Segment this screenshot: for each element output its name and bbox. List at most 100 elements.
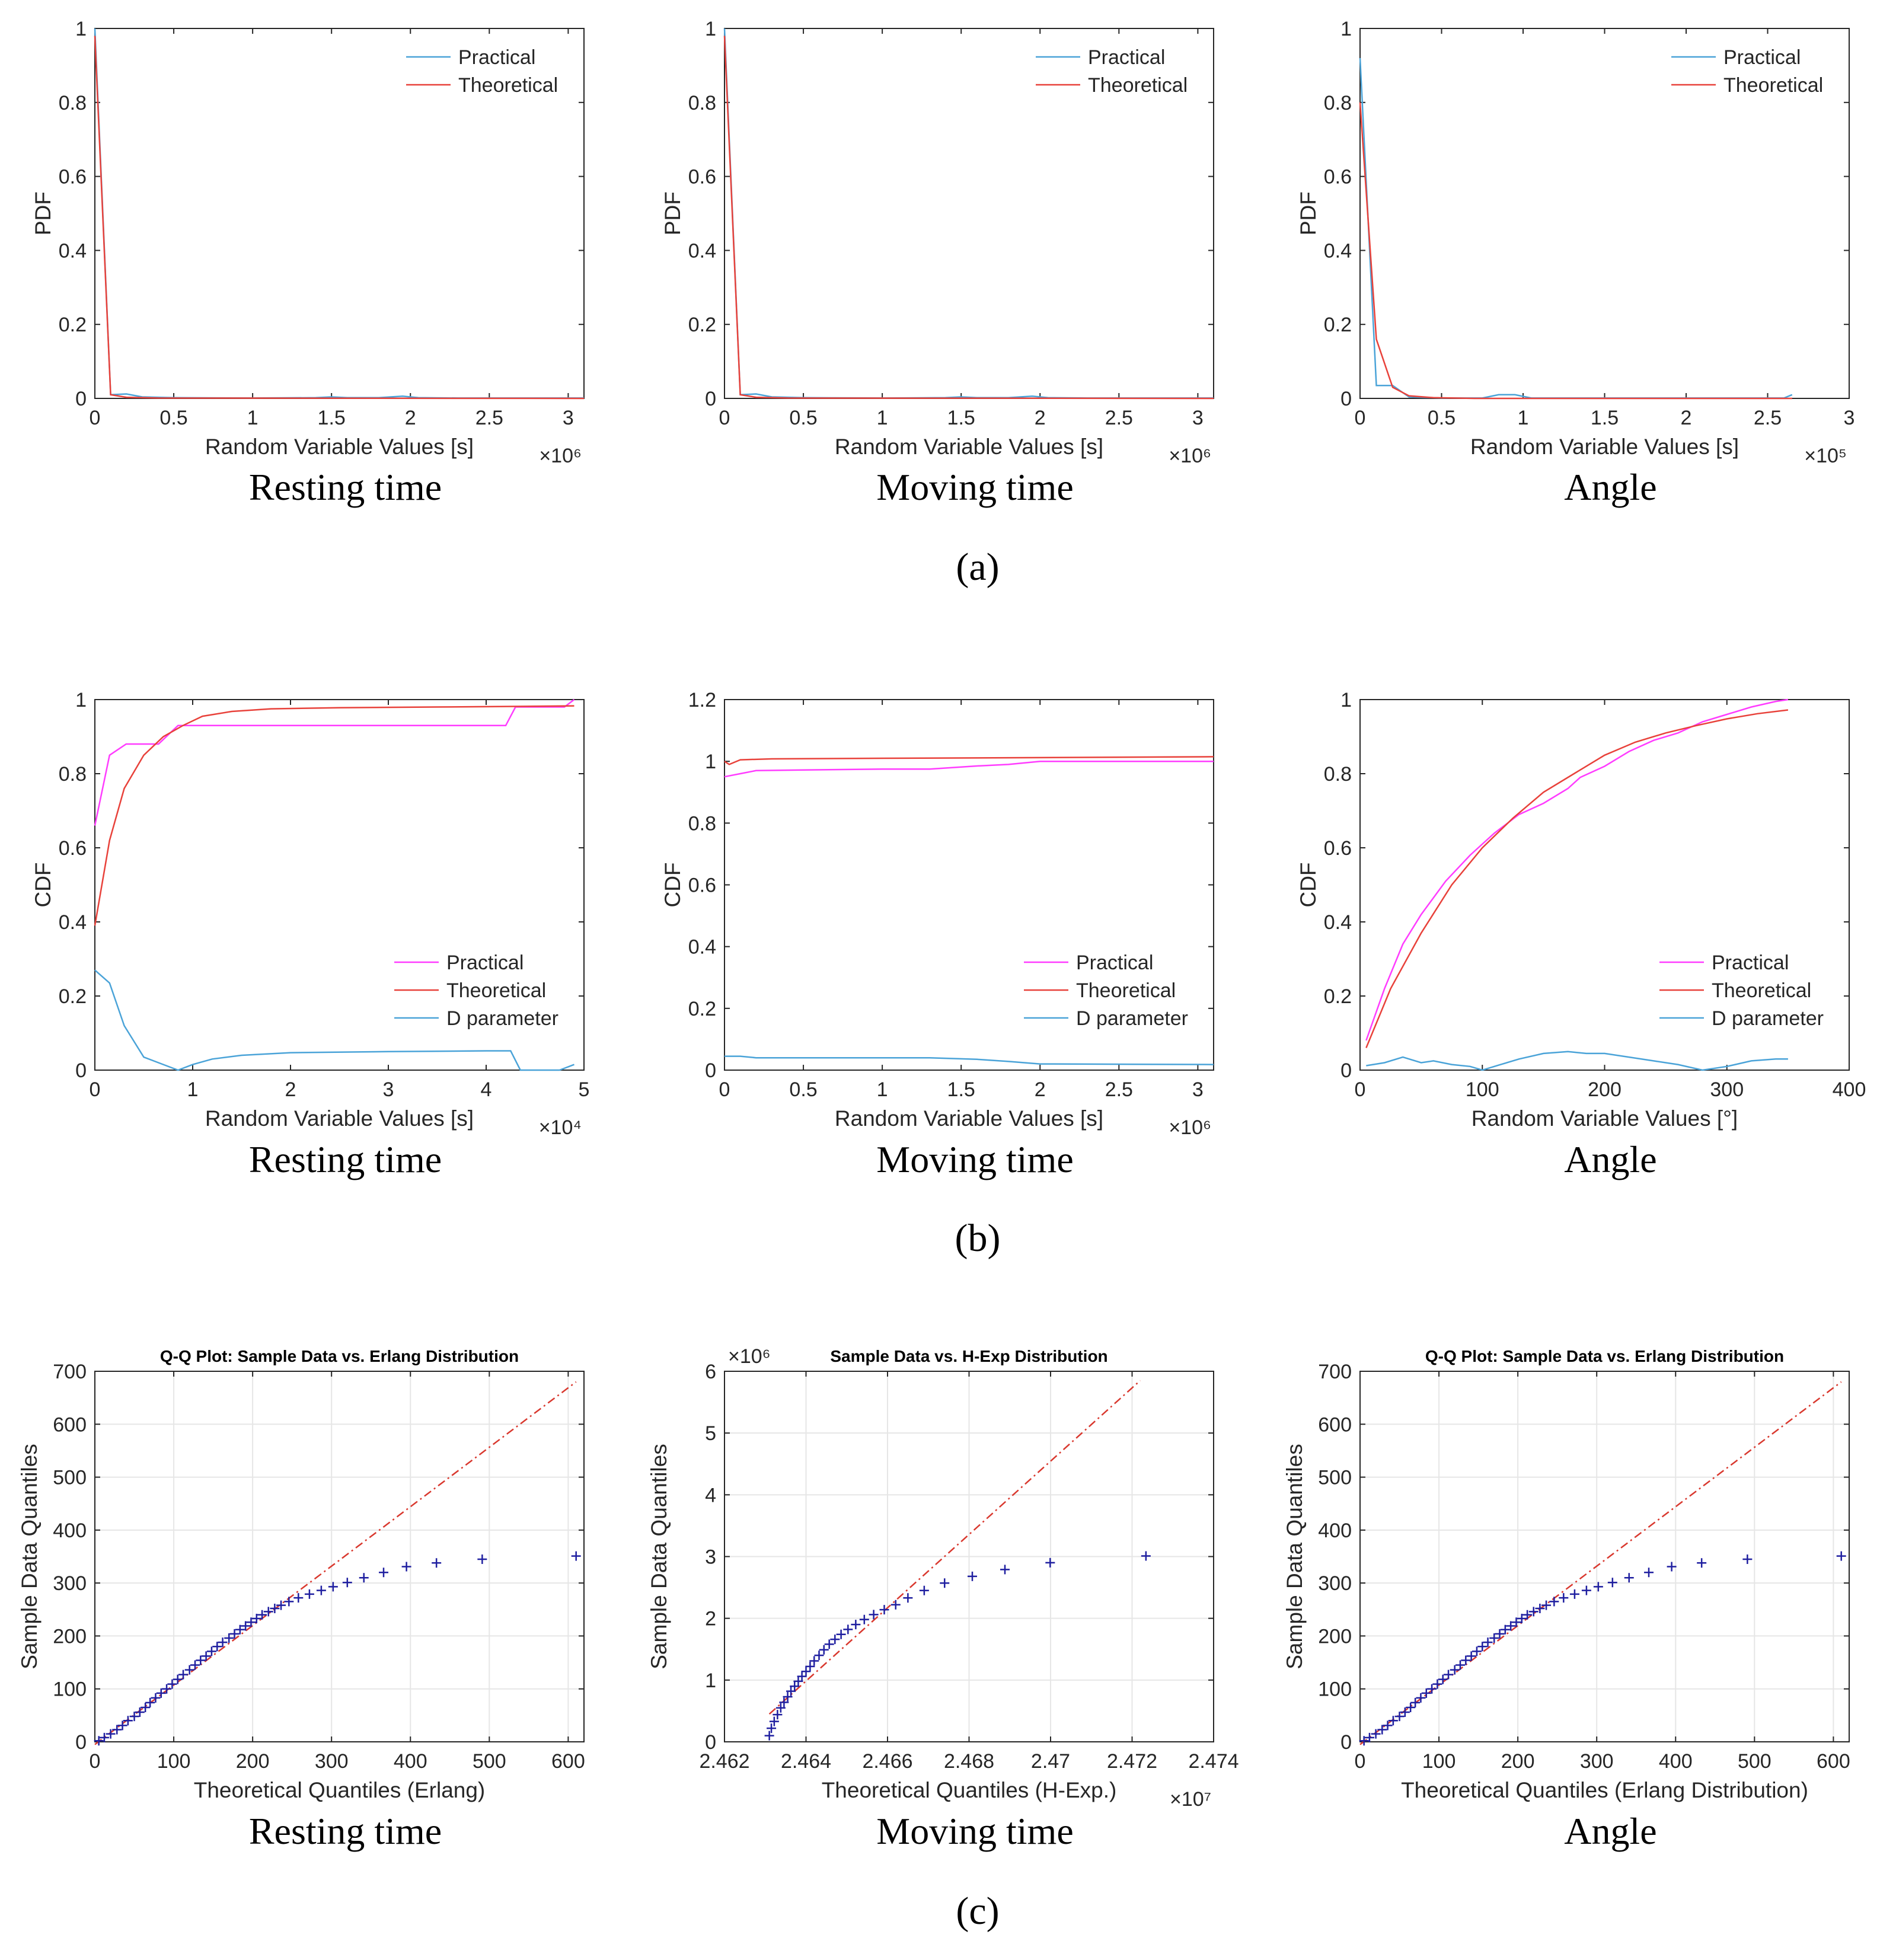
- qq-point: [1477, 1642, 1488, 1652]
- x-tick-label: 2.466: [862, 1750, 912, 1773]
- x-tick-label: 2.474: [1188, 1750, 1239, 1773]
- qq-point: [797, 1671, 807, 1681]
- x-tick-label: 5: [579, 1078, 590, 1101]
- x-tick-label: 2.5: [1105, 1078, 1133, 1101]
- y-exponent-label: ×10⁶: [728, 1345, 771, 1368]
- x-tick-label: 3: [563, 407, 574, 429]
- y-axis-label: PDF: [1296, 191, 1320, 235]
- y-tick-label: 1: [705, 1669, 716, 1692]
- qq-point: [229, 1629, 240, 1639]
- qq-point: [235, 1624, 245, 1635]
- x-tick-label: 3: [383, 1078, 394, 1101]
- series-line-d-parameter: [94, 969, 574, 1071]
- y-axis-label: Sample Data Quantiles: [1282, 1444, 1307, 1669]
- qq-point: [246, 1617, 256, 1627]
- qq-point: [775, 1703, 786, 1713]
- qq-point: [1383, 1720, 1393, 1731]
- legend-label: Theoretical: [1076, 979, 1176, 1002]
- qq-point: [1742, 1554, 1753, 1564]
- y-tick-label: 0.8: [59, 763, 87, 786]
- y-axis-label: PDF: [31, 191, 55, 235]
- y-tick-label: 500: [1318, 1467, 1352, 1489]
- qq-point: [773, 1710, 783, 1720]
- qq-point: [316, 1585, 326, 1595]
- x-axis-label: Random Variable Values [°]: [1472, 1106, 1738, 1131]
- panel-caption: Moving time: [876, 1810, 1073, 1852]
- qq-point: [1836, 1551, 1846, 1561]
- legend-label: Theoretical: [1712, 979, 1811, 1002]
- y-tick-label: 600: [1318, 1413, 1352, 1436]
- series-line-theoretical: [724, 756, 1214, 765]
- y-tick-label: 0.2: [688, 314, 716, 336]
- qq-point: [1141, 1551, 1151, 1561]
- qq-point: [190, 1660, 200, 1670]
- y-tick-label: 0: [75, 1731, 87, 1754]
- chart-pdf-moving: 0 0.5 1 1.5 2 2.5 3 0 0.2 0.4 0.6 0.8 1 Random Variab…: [660, 18, 1214, 508]
- qq-point: [890, 1600, 901, 1610]
- x-tick-label: 2: [1681, 407, 1692, 429]
- x-tick-label: 0.5: [789, 1078, 817, 1101]
- legend-label: Theoretical: [1723, 74, 1823, 97]
- qq-point: [1444, 1669, 1454, 1680]
- x-tick-label: 500: [1738, 1750, 1772, 1773]
- series-line-practical: [724, 760, 1214, 778]
- qq-point: [162, 1684, 172, 1694]
- qq-point: [1607, 1578, 1617, 1588]
- qq-point: [1427, 1684, 1437, 1694]
- qq-point: [1549, 1597, 1559, 1607]
- qq-point: [830, 1635, 840, 1645]
- qq-point: [432, 1558, 442, 1568]
- y-tick-label: 200: [53, 1625, 87, 1648]
- qq-point: [270, 1604, 280, 1613]
- panel-caption: Angle: [1564, 466, 1656, 508]
- chart-qq-angle: 0 100 200 300 400 500 600 0 100 200 300 400 500 600 70…: [1282, 1347, 1850, 1852]
- y-tick-label: 0.4: [688, 936, 716, 959]
- y-tick-label: 0: [1340, 1059, 1352, 1082]
- chart-cdf-angle: 0 100 200 300 400 0 0.2 0.4 0.6 0.8 1 Random Variab…: [1296, 689, 1866, 1180]
- x-tick-label: 0: [1355, 407, 1366, 429]
- y-tick-label: 4: [705, 1484, 716, 1506]
- qq-point: [1495, 1629, 1505, 1639]
- chart-title: Q-Q Plot: Sample Data vs. Erlang Distrib…: [160, 1347, 519, 1365]
- x-tick-label: 100: [1466, 1078, 1499, 1101]
- qq-point: [379, 1568, 389, 1578]
- x-exponent-label: ×10⁶: [1169, 1116, 1211, 1139]
- legend-label: Theoretical: [1088, 74, 1188, 97]
- x-tick-label: 1.5: [947, 1078, 975, 1101]
- panel-caption: Angle: [1564, 1810, 1656, 1852]
- x-axis-label: Random Variable Values [s]: [1470, 435, 1739, 459]
- x-exponent-label: ×10⁷: [1170, 1788, 1211, 1811]
- qq-point: [1461, 1655, 1471, 1665]
- qq-point: [184, 1665, 194, 1675]
- y-tick-label: 0: [1340, 388, 1352, 410]
- x-tick-label: 2.5: [1105, 407, 1133, 429]
- x-tick-label: 2: [405, 407, 416, 429]
- x-axis-label: Theoretical Quantiles (Erlang Distributi…: [1401, 1778, 1808, 1802]
- y-tick-label: 3: [705, 1546, 716, 1569]
- qq-point: [1450, 1665, 1460, 1675]
- panel-caption: Resting time: [249, 466, 442, 508]
- qq-point: [1416, 1693, 1426, 1703]
- qq-point: [805, 1661, 815, 1671]
- qq-point: [251, 1613, 261, 1623]
- qq-point: [241, 1621, 251, 1631]
- y-tick-label: 0: [75, 388, 87, 410]
- x-tick-label: 2: [1035, 1078, 1046, 1101]
- x-tick-label: 300: [1710, 1078, 1744, 1101]
- chart-qq-moving: 2.462 2.464 2.466 2.468 2.47 2.472 2.474 0 1 2 3 4 5…: [647, 1345, 1239, 1852]
- qq-point: [1045, 1557, 1055, 1568]
- x-tick-label: 2: [1035, 407, 1046, 429]
- y-tick-label: 0.6: [1324, 166, 1352, 189]
- y-tick-label: 0.2: [1324, 314, 1352, 336]
- qq-point: [342, 1578, 352, 1588]
- legend-label: Theoretical: [446, 979, 546, 1002]
- y-tick-label: 300: [53, 1572, 87, 1595]
- y-tick-label: 0.6: [688, 874, 716, 897]
- y-tick-label: 0.6: [59, 837, 87, 860]
- x-tick-label: 0.5: [159, 407, 187, 429]
- qq-point: [1371, 1729, 1381, 1739]
- x-axis-label: Random Variable Values [s]: [205, 435, 474, 459]
- y-tick-label: 0.6: [59, 166, 87, 189]
- qq-point: [769, 1716, 779, 1726]
